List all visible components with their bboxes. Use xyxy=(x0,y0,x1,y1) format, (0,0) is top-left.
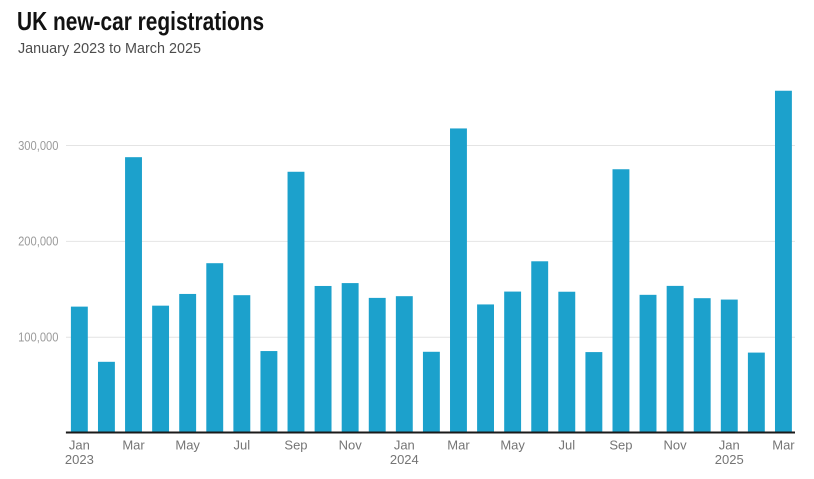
svg-text:May: May xyxy=(500,438,525,453)
svg-text:300,000: 300,000 xyxy=(18,139,58,153)
svg-text:100,000: 100,000 xyxy=(18,331,58,345)
svg-text:Sep: Sep xyxy=(284,438,307,453)
svg-text:Nov: Nov xyxy=(339,438,363,453)
svg-text:2024: 2024 xyxy=(390,452,419,467)
svg-text:Jul: Jul xyxy=(234,438,251,453)
svg-text:Mar: Mar xyxy=(122,438,145,453)
svg-text:Jan: Jan xyxy=(719,438,740,453)
svg-text:Jan: Jan xyxy=(69,438,90,453)
svg-text:Jan: Jan xyxy=(394,438,415,453)
svg-text:Jul: Jul xyxy=(558,438,575,453)
svg-text:2025: 2025 xyxy=(715,452,744,467)
svg-text:200,000: 200,000 xyxy=(18,235,58,249)
svg-text:Sep: Sep xyxy=(609,438,632,453)
svg-text:Mar: Mar xyxy=(772,438,795,453)
svg-text:Mar: Mar xyxy=(447,438,470,453)
svg-text:2023: 2023 xyxy=(65,452,94,467)
svg-text:May: May xyxy=(175,438,200,453)
svg-text:Nov: Nov xyxy=(664,438,688,453)
